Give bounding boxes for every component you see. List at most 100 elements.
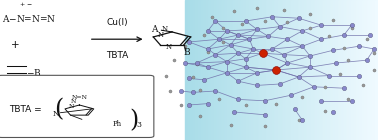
Bar xyxy=(275,0,277,140)
Point xyxy=(190,91,196,94)
Point xyxy=(201,34,207,36)
Point xyxy=(349,27,355,29)
Point xyxy=(360,84,366,87)
Point xyxy=(299,119,305,122)
Point xyxy=(326,74,332,77)
Bar xyxy=(233,0,235,140)
Point xyxy=(356,45,362,47)
Bar xyxy=(278,0,280,140)
Point xyxy=(190,76,196,78)
Bar xyxy=(225,0,227,140)
Point xyxy=(299,30,305,32)
Point xyxy=(205,48,211,50)
Bar xyxy=(327,0,328,140)
Bar xyxy=(192,0,193,140)
Point xyxy=(280,53,287,56)
Bar xyxy=(347,0,349,140)
Bar xyxy=(212,0,214,140)
Point xyxy=(262,100,268,102)
Point xyxy=(254,7,260,10)
Bar xyxy=(376,0,378,140)
Point xyxy=(246,38,253,40)
Point xyxy=(163,74,169,77)
Text: Ph: Ph xyxy=(113,120,122,128)
Point xyxy=(277,25,283,28)
Bar xyxy=(198,0,200,140)
Point xyxy=(269,48,275,50)
Point xyxy=(330,49,336,52)
Bar xyxy=(357,0,359,140)
Point xyxy=(178,104,184,106)
Bar xyxy=(364,0,365,140)
Bar xyxy=(216,0,217,140)
Point xyxy=(212,53,218,56)
Bar xyxy=(267,0,269,140)
Point xyxy=(220,27,226,29)
Point xyxy=(371,52,377,54)
Bar xyxy=(253,0,254,140)
Point xyxy=(337,73,343,75)
Bar xyxy=(368,0,370,140)
Point xyxy=(371,48,377,50)
Bar xyxy=(246,0,248,140)
Bar xyxy=(314,0,315,140)
Bar xyxy=(193,0,195,140)
Point xyxy=(205,66,211,68)
Point xyxy=(307,66,313,68)
Bar xyxy=(206,0,208,140)
Text: +: + xyxy=(11,40,19,50)
Bar xyxy=(203,0,204,140)
Bar xyxy=(204,0,206,140)
Point xyxy=(284,62,290,64)
Point xyxy=(273,69,279,71)
Point xyxy=(254,72,260,74)
Point xyxy=(209,16,215,18)
Point xyxy=(216,98,222,101)
Bar xyxy=(299,0,301,140)
Bar xyxy=(256,0,257,140)
Bar xyxy=(335,0,336,140)
Point xyxy=(364,38,370,40)
Point xyxy=(345,98,351,101)
Bar xyxy=(360,0,362,140)
Bar xyxy=(359,0,360,140)
Bar xyxy=(320,0,322,140)
Point xyxy=(307,27,313,29)
Point xyxy=(333,62,339,64)
Text: (: ( xyxy=(54,98,63,121)
Bar xyxy=(373,0,375,140)
Point xyxy=(235,98,241,101)
Point xyxy=(182,62,188,64)
Point xyxy=(371,69,377,71)
Bar xyxy=(315,0,317,140)
Point xyxy=(284,38,290,40)
Bar xyxy=(197,0,198,140)
Bar xyxy=(323,0,325,140)
Bar xyxy=(229,0,230,140)
Bar xyxy=(274,0,275,140)
Point xyxy=(224,60,230,63)
Point xyxy=(186,104,192,106)
Bar xyxy=(208,0,209,140)
Point xyxy=(231,111,237,113)
Bar xyxy=(346,0,347,140)
Point xyxy=(205,30,211,32)
Text: TBTA =: TBTA = xyxy=(9,105,42,114)
Bar xyxy=(237,0,238,140)
Bar xyxy=(201,0,203,140)
Point xyxy=(194,62,200,64)
Point xyxy=(307,13,313,15)
Point xyxy=(243,20,249,22)
Bar xyxy=(304,0,306,140)
Point xyxy=(307,55,313,57)
Point xyxy=(280,9,287,11)
Text: A: A xyxy=(150,25,157,34)
Bar xyxy=(257,0,259,140)
Point xyxy=(288,94,294,96)
Point xyxy=(318,38,324,40)
Point xyxy=(262,114,268,116)
Bar xyxy=(248,0,249,140)
Point xyxy=(254,28,260,31)
Bar xyxy=(370,0,372,140)
Point xyxy=(224,30,230,32)
